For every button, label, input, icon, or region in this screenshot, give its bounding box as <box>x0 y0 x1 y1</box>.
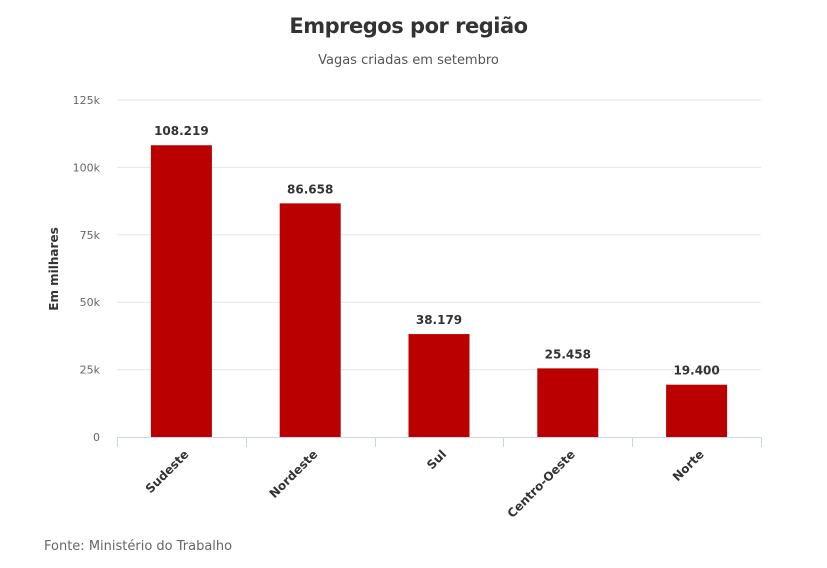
bar-sul <box>408 334 470 437</box>
data-label: 108.219 <box>154 124 209 138</box>
chart-source: Fonte: Ministério do Trabalho <box>44 539 233 554</box>
x-tick-label: Norte <box>670 447 707 484</box>
y-tick-label: 0 <box>93 431 100 444</box>
data-label: 19.400 <box>673 364 719 378</box>
bar-centro-oeste <box>537 368 599 437</box>
bar-sudeste <box>150 145 212 437</box>
chart-title: Empregos por região <box>289 14 528 38</box>
bar-nordeste <box>279 203 341 437</box>
data-label: 25.458 <box>545 347 591 361</box>
data-label: 86.658 <box>287 182 333 196</box>
y-tick-label: 25k <box>80 364 101 377</box>
x-tick-label: Sudeste <box>143 447 192 496</box>
chart-subtitle: Vagas criadas em setembro <box>318 53 499 68</box>
x-tick-label: Nordeste <box>267 447 321 501</box>
data-label: 38.179 <box>416 313 462 327</box>
y-tick-label: 50k <box>80 296 101 309</box>
y-tick-label: 100k <box>73 161 101 174</box>
y-tick-label: 75k <box>80 229 101 242</box>
x-tick-label: Centro-Oeste <box>505 447 578 520</box>
y-tick-label: 125k <box>73 94 101 107</box>
bar-norte <box>666 384 728 437</box>
x-tick-label: Sul <box>424 447 449 472</box>
y-axis-label: Em milhares <box>47 227 61 310</box>
